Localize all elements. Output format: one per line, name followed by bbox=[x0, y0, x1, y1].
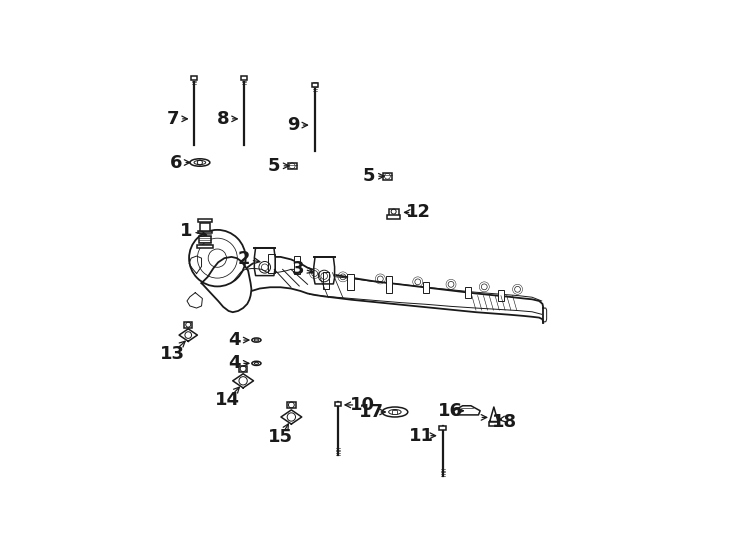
Text: 2: 2 bbox=[238, 251, 250, 268]
Bar bbox=[323, 272, 330, 289]
Bar bbox=[184, 322, 192, 328]
Polygon shape bbox=[202, 257, 252, 312]
Bar bbox=[241, 76, 247, 80]
Text: 11: 11 bbox=[409, 427, 434, 445]
Bar bbox=[200, 223, 210, 231]
Bar bbox=[287, 402, 296, 408]
Polygon shape bbox=[233, 374, 253, 388]
Text: 8: 8 bbox=[217, 110, 230, 128]
Text: 9: 9 bbox=[288, 116, 300, 134]
Polygon shape bbox=[314, 257, 335, 284]
Text: 14: 14 bbox=[215, 390, 240, 409]
Bar bbox=[490, 422, 498, 426]
Polygon shape bbox=[179, 329, 197, 341]
Bar bbox=[383, 173, 392, 180]
Bar bbox=[198, 219, 211, 221]
Text: 5: 5 bbox=[268, 157, 280, 175]
Bar bbox=[239, 366, 247, 372]
Ellipse shape bbox=[382, 407, 408, 417]
Polygon shape bbox=[189, 256, 202, 274]
Polygon shape bbox=[490, 407, 498, 422]
Bar bbox=[197, 231, 212, 233]
Bar bbox=[388, 215, 400, 219]
Bar bbox=[199, 235, 211, 243]
Text: 4: 4 bbox=[228, 331, 240, 349]
Polygon shape bbox=[233, 257, 543, 322]
Text: 5: 5 bbox=[363, 167, 375, 185]
Text: 4: 4 bbox=[228, 354, 240, 373]
Text: 18: 18 bbox=[492, 414, 517, 431]
Polygon shape bbox=[255, 248, 275, 275]
Text: 10: 10 bbox=[350, 396, 375, 414]
Bar bbox=[312, 83, 318, 87]
Text: 16: 16 bbox=[437, 402, 462, 420]
Bar bbox=[465, 287, 470, 299]
Bar bbox=[498, 290, 504, 301]
Bar bbox=[268, 254, 275, 273]
Text: 7: 7 bbox=[167, 110, 180, 128]
Polygon shape bbox=[281, 410, 302, 424]
Bar bbox=[393, 410, 397, 414]
Text: 17: 17 bbox=[359, 403, 384, 421]
Bar bbox=[385, 276, 392, 293]
Text: 1: 1 bbox=[180, 222, 192, 240]
Bar bbox=[440, 426, 446, 430]
Text: 15: 15 bbox=[268, 428, 293, 446]
Bar bbox=[294, 256, 300, 274]
Bar bbox=[335, 402, 341, 406]
Text: 13: 13 bbox=[160, 345, 185, 363]
Ellipse shape bbox=[190, 159, 210, 166]
Text: 12: 12 bbox=[406, 204, 431, 221]
Bar bbox=[388, 209, 399, 216]
Text: 6: 6 bbox=[170, 153, 183, 172]
Bar bbox=[197, 245, 213, 248]
Polygon shape bbox=[187, 293, 203, 308]
Bar bbox=[347, 274, 354, 290]
Bar bbox=[191, 76, 197, 80]
Bar bbox=[423, 282, 429, 294]
Polygon shape bbox=[454, 406, 480, 415]
Text: 3: 3 bbox=[291, 260, 305, 278]
Bar bbox=[288, 163, 297, 169]
